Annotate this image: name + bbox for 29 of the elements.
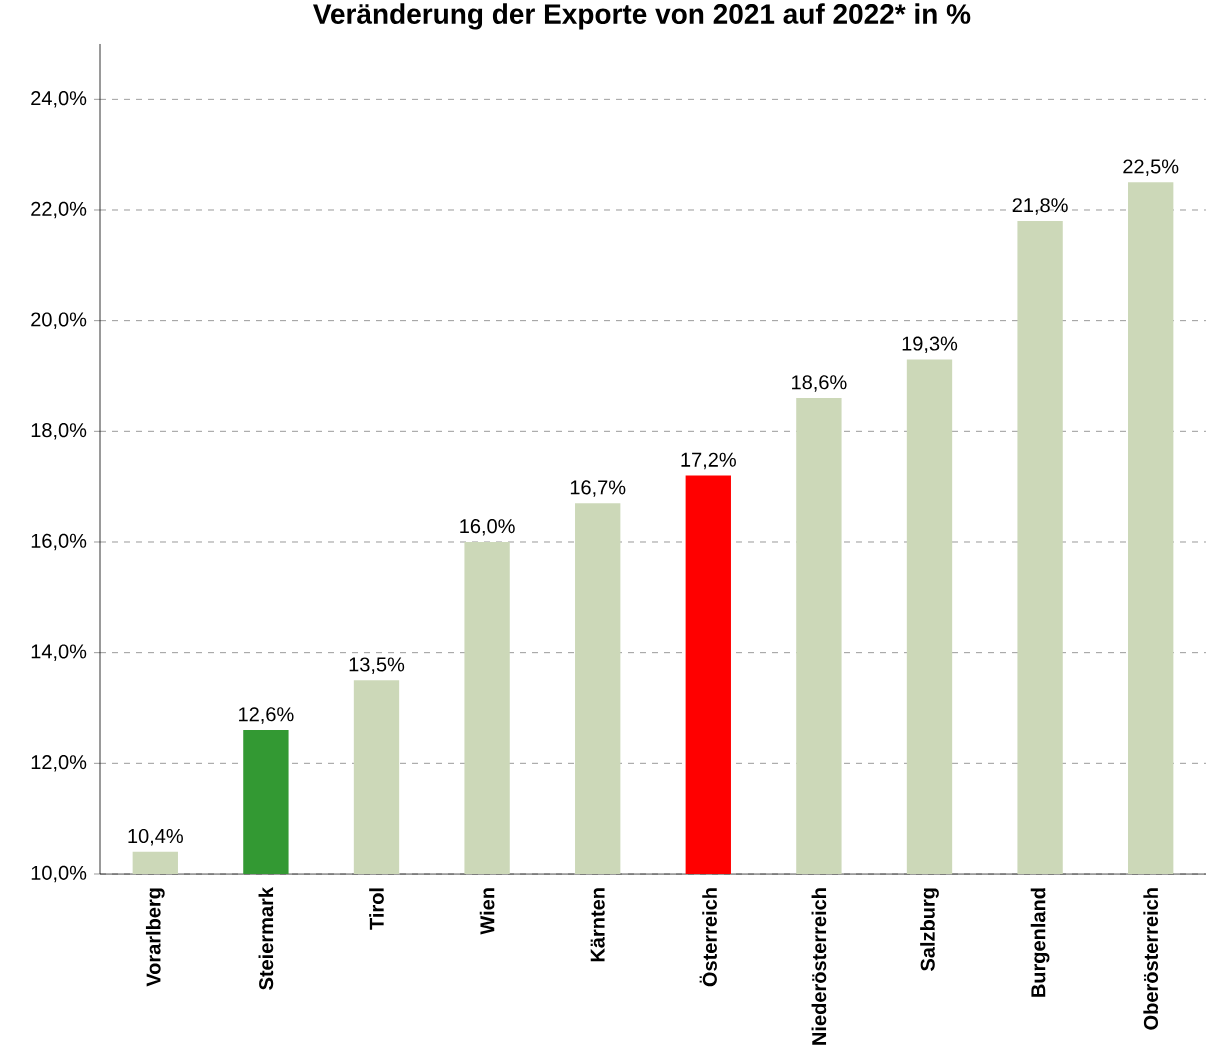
y-tick-label: 20,0% [31, 312, 87, 329]
data-label: 18,6% [792, 375, 847, 392]
x-tick-label: Tirol [369, 888, 384, 930]
x-tick-label: Kärnten [590, 888, 605, 962]
y-tick-label: 12,0% [31, 755, 87, 772]
data-label: 12,6% [239, 707, 294, 724]
x-tick-label: Burgenland [1030, 888, 1050, 997]
y-tick-label: 18,0% [31, 423, 87, 440]
y-tick-label: 10,0% [31, 865, 87, 883]
data-label: 10,4% [128, 828, 183, 846]
x-tick-label: Niederösterreich [811, 888, 827, 1045]
y-tick-label: 22,0% [31, 201, 87, 219]
x-tick-label: Oberösterreich [1143, 888, 1159, 1030]
x-tick-label: Wien [479, 888, 495, 935]
x-tick-label: Steiermark [258, 887, 274, 990]
data-label: 19,3% [902, 336, 958, 353]
y-tick-label: 14,0% [31, 644, 87, 661]
x-tick-label: Vorarlberg [145, 888, 165, 987]
data-label: 17,2% [681, 452, 736, 470]
y-tick-label: 16,0% [31, 533, 87, 551]
x-tick-label: Salzburg [920, 888, 939, 971]
data-label: 16,0% [460, 519, 515, 536]
data-label: 22,5% [1123, 159, 1179, 176]
chart-title: Veränderung der Exporte von 2021 auf 2022* in % [313, 3, 971, 30]
data-label: 21,8% [1012, 198, 1068, 215]
data-label: 13,5% [349, 657, 405, 674]
data-label: 16,7% [570, 480, 626, 497]
y-tick-label: 24,0% [31, 91, 87, 108]
x-tick-label: Österreich [699, 888, 717, 987]
